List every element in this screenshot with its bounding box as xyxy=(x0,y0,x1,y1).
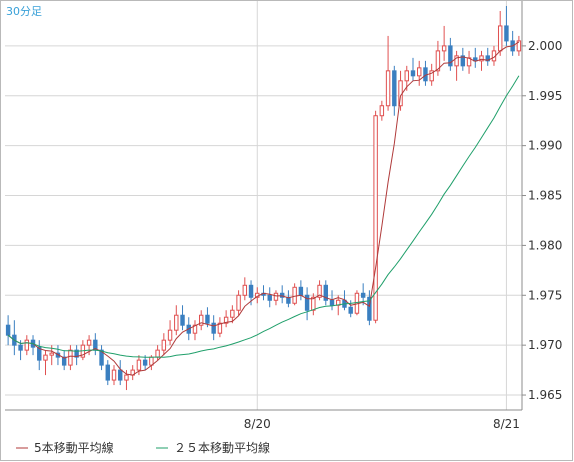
candle-body xyxy=(379,105,385,117)
candle-body xyxy=(161,339,167,351)
candle-body xyxy=(230,309,235,318)
candle-body xyxy=(410,70,416,77)
candle-body xyxy=(304,294,310,311)
candle-body xyxy=(435,50,441,72)
y-tick-label: 1.965 xyxy=(528,388,562,402)
y-tick-label: 2.000 xyxy=(528,39,562,53)
candle-body xyxy=(174,314,179,331)
candle-body xyxy=(516,40,522,52)
candle-body xyxy=(292,286,297,304)
candle-body xyxy=(373,115,378,321)
legend-label-ma25: ２５本移動平均線 xyxy=(174,440,270,455)
tick-labels: 1.965 1.970 1.975 1.980 1.985 1.990 1.995 2.000… xyxy=(244,39,563,431)
ma5-line xyxy=(7,41,520,376)
candle-body xyxy=(485,55,490,62)
candle-body xyxy=(37,346,42,361)
candle-body xyxy=(105,364,110,381)
y-tick-label: 1.970 xyxy=(528,338,562,352)
candle-body xyxy=(273,292,279,301)
candle-body xyxy=(198,314,204,326)
candle-body xyxy=(167,329,173,341)
candle-body xyxy=(217,322,223,334)
candle-body xyxy=(49,352,54,356)
candle-body xyxy=(317,284,322,298)
candle-body xyxy=(124,374,129,381)
candle-body xyxy=(348,306,353,314)
candle-body xyxy=(205,314,210,324)
candle-body xyxy=(86,339,92,346)
candle-body xyxy=(279,292,285,298)
candle-body xyxy=(155,349,160,358)
candle-body xyxy=(298,286,304,296)
x-tick-label: 8/21 xyxy=(493,417,520,431)
candle-body xyxy=(111,369,117,381)
candle-body xyxy=(460,55,466,67)
candle-body xyxy=(211,322,216,334)
candle-body xyxy=(392,70,397,107)
candle-body xyxy=(441,45,447,52)
candle-body xyxy=(43,354,48,361)
candle-body xyxy=(236,294,241,311)
ma25-line xyxy=(7,75,520,358)
candle-body xyxy=(360,292,366,298)
candle-body xyxy=(223,316,229,324)
timeframe-label: 30分足 xyxy=(6,5,42,18)
candle-body xyxy=(385,70,391,107)
candle-body xyxy=(429,70,434,82)
candle-body xyxy=(367,296,372,321)
candle-body xyxy=(497,25,503,52)
y-tick-label: 1.975 xyxy=(528,288,562,302)
candle-body xyxy=(504,25,509,42)
candle-body xyxy=(68,349,73,366)
candle-body xyxy=(417,67,422,77)
candle-body xyxy=(286,296,291,304)
y-tick-label: 1.990 xyxy=(528,139,562,153)
candle-body xyxy=(180,314,185,326)
candles xyxy=(5,5,522,391)
candle-body xyxy=(118,369,123,381)
candle-body xyxy=(74,349,79,358)
candle-body xyxy=(61,356,67,366)
candle-body xyxy=(479,55,484,62)
legend: 5本移動平均線 ２５本移動平均線 xyxy=(16,440,270,455)
candle-body xyxy=(5,324,11,336)
candle-body xyxy=(329,299,335,306)
candle-body xyxy=(99,349,104,366)
y-tick-label: 1.980 xyxy=(528,238,562,252)
moving-averages xyxy=(7,41,520,376)
candle-body xyxy=(142,359,148,366)
candle-body xyxy=(448,45,453,67)
legend-label-ma5: 5本移動平均線 xyxy=(34,440,114,455)
candle-body xyxy=(136,359,142,371)
candle-body xyxy=(404,70,409,82)
x-tick-label: 8/20 xyxy=(244,417,271,431)
candle-body xyxy=(311,296,316,311)
candle-body xyxy=(18,344,23,351)
candle-body xyxy=(323,284,329,301)
y-tick-label: 1.985 xyxy=(528,189,562,203)
candle-body xyxy=(24,339,30,351)
y-tick-label: 1.995 xyxy=(528,89,562,103)
axes xyxy=(5,1,526,411)
candle-body xyxy=(242,284,248,296)
candle-body xyxy=(192,324,198,334)
gridlines xyxy=(5,1,522,410)
candle-body xyxy=(248,284,254,298)
candle-body xyxy=(454,55,459,67)
candle-body xyxy=(267,294,272,301)
